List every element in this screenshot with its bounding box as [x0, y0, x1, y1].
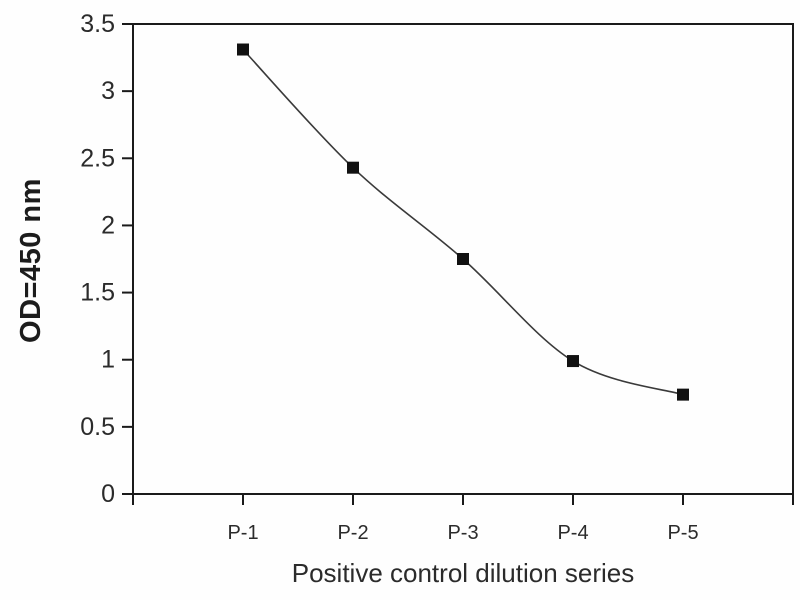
y-tick-label: 1.5: [80, 279, 115, 307]
y-tick-label: 3.5: [80, 10, 115, 38]
data-point-marker: [567, 355, 579, 368]
x-tick-label: P-5: [667, 522, 698, 544]
x-tick-label: P-2: [337, 522, 368, 544]
y-tick-label: 0: [101, 480, 115, 508]
data-point-marker: [457, 253, 469, 265]
data-point-marker: [677, 388, 689, 401]
x-tick-label: P-4: [557, 522, 588, 544]
x-tick-label: P-1: [227, 522, 258, 544]
x-tick-label: P-3: [447, 522, 478, 544]
data-point-marker: [237, 43, 249, 56]
y-tick-label: 2.5: [80, 144, 115, 172]
data-point-marker: [347, 161, 359, 174]
y-tick-label: 1: [101, 346, 115, 374]
y-tick-label: 2: [101, 211, 115, 239]
data-line: [242, 48, 684, 396]
x-axis-title: Positive control dilution series: [291, 558, 635, 588]
y-tick-label: 3: [101, 77, 115, 105]
y-tick-label: 0.5: [80, 413, 115, 441]
